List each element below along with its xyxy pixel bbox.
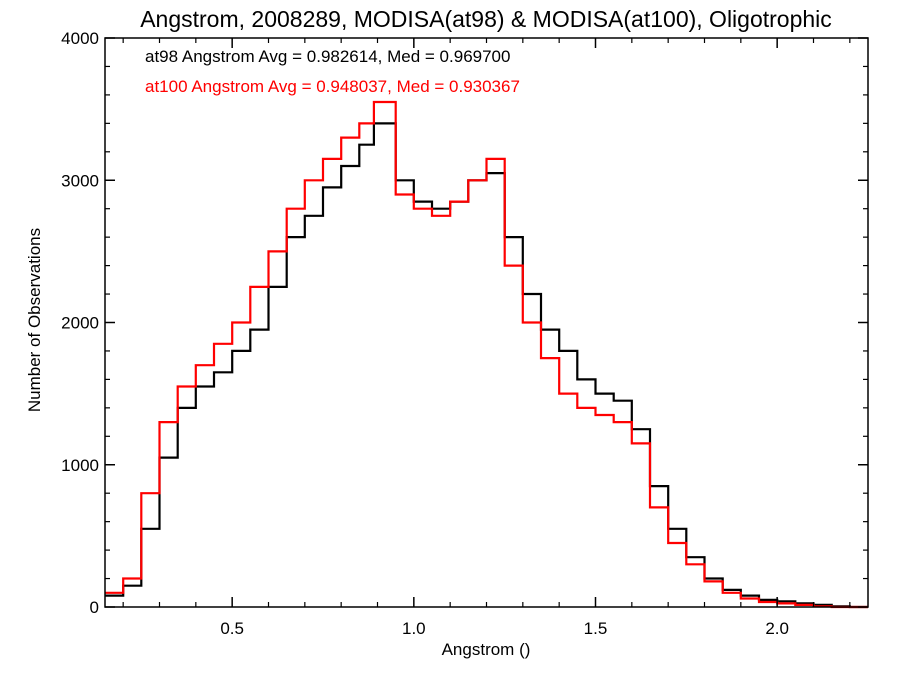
x-tick-label: 1.5 [584,619,608,638]
x-tick-label: 2.0 [765,619,789,638]
y-axis-title: Number of Observations [25,228,44,412]
annotation-at98: at98 Angstrom Avg = 0.982614, Med = 0.96… [145,47,510,66]
y-tick-label: 2000 [61,314,99,333]
plot-area: 0.5 1.0 1.5 2.0 0 1000 2000 3000 4000 [61,29,868,638]
series-at100-line [105,100,868,609]
chart-title: Angstrom, 2008289, MODISA(at98) & MODISA… [140,6,832,32]
plot-frame [104,37,869,608]
x-axis-title: Angstrom () [442,640,531,659]
x-tick-label: 1.0 [402,619,426,638]
x-tick-label: 0.5 [220,619,244,638]
annotation-at100: at100 Angstrom Avg = 0.948037, Med = 0.9… [145,77,520,96]
y-tick-label: 1000 [61,456,99,475]
y-tick-label: 4000 [61,29,99,48]
y-tick-label: 3000 [61,171,99,190]
y-tick-label: 0 [90,598,99,617]
